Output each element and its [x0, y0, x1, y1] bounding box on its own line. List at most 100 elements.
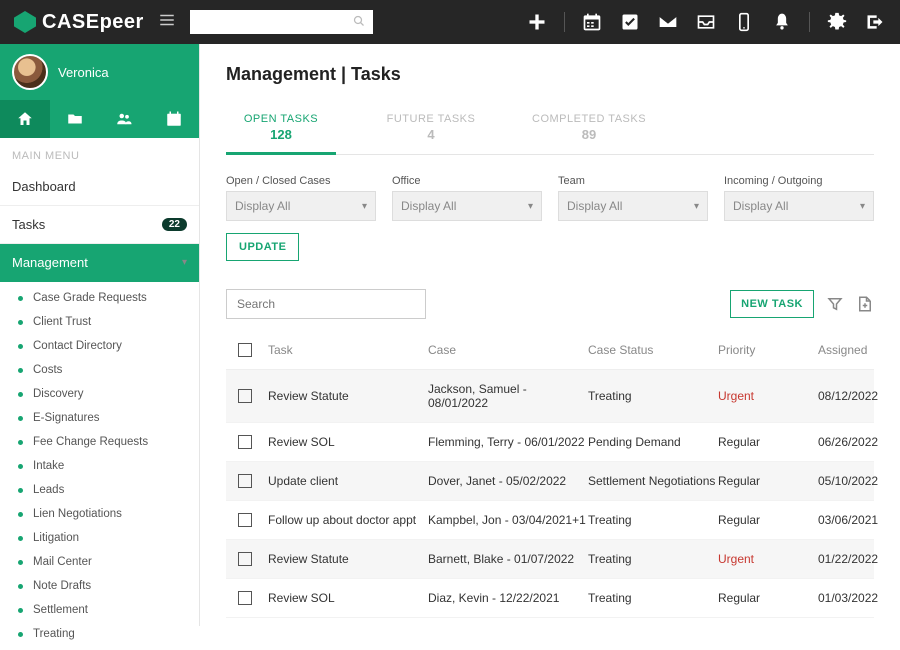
bullet-icon: [18, 512, 23, 517]
calendar-quick-icon[interactable]: [149, 100, 199, 138]
bullet-icon: [18, 344, 23, 349]
bell-icon[interactable]: [771, 11, 793, 33]
submenu-item[interactable]: Costs: [0, 358, 199, 382]
col-case: Case: [428, 343, 588, 357]
filter-group: OfficeDisplay All▾: [392, 175, 542, 221]
management-submenu: Case Grade Requests Client Trust Contact D…: [0, 282, 199, 650]
sidebar-quick-nav: [0, 100, 199, 138]
cell-case: Flemming, Terry - 06/01/2022: [428, 435, 588, 449]
global-search[interactable]: [190, 10, 373, 34]
table-row[interactable]: Review SOLFlemming, Terry - 06/01/2022Pe…: [226, 423, 874, 462]
tab-count: 128: [232, 127, 330, 142]
submenu-item[interactable]: Mail Center: [0, 550, 199, 574]
cell-priority: Urgent: [718, 552, 818, 566]
cell-case: Diaz, Kevin - 12/22/2021: [428, 591, 588, 605]
table-row[interactable]: Follow up about doctor apptKampbel, Jon …: [226, 501, 874, 540]
row-checkbox[interactable]: [238, 552, 252, 566]
submenu-item[interactable]: Settlement: [0, 598, 199, 622]
calendar-icon[interactable]: [581, 11, 603, 33]
list-search-input[interactable]: [237, 297, 415, 311]
filter-value: Display All: [733, 199, 788, 213]
submenu-label: Lien Negotiations: [33, 508, 122, 520]
submenu-item[interactable]: Litigation: [0, 526, 199, 550]
submenu-label: Settlement: [33, 604, 88, 616]
filter-label: Open / Closed Cases: [226, 175, 376, 187]
cell-status: Pending Demand: [588, 435, 718, 449]
cell-case: Jackson, Samuel - 08/01/2022: [428, 382, 588, 410]
gear-icon[interactable]: [826, 11, 848, 33]
filter-group: TeamDisplay All▾: [558, 175, 708, 221]
menu-tasks[interactable]: Tasks 22: [0, 206, 199, 244]
submenu-label: Costs: [33, 364, 62, 376]
tab[interactable]: FUTURE TASKS4: [376, 109, 486, 154]
submenu-item[interactable]: Discovery: [0, 382, 199, 406]
submenu-item[interactable]: Case Grade Requests: [0, 286, 199, 310]
menu-section-label: MAIN MENU: [0, 138, 199, 168]
submenu-label: Litigation: [33, 532, 79, 544]
cell-assigned: 01/22/2022: [818, 552, 898, 566]
users-icon[interactable]: [100, 100, 150, 138]
filter-icon[interactable]: [826, 295, 844, 313]
mobile-icon[interactable]: [733, 11, 755, 33]
filter-select[interactable]: Display All▾: [724, 191, 874, 221]
filter-value: Display All: [235, 199, 290, 213]
user-block[interactable]: Veronica: [0, 44, 199, 100]
logout-icon[interactable]: [864, 11, 886, 33]
export-icon[interactable]: [856, 295, 874, 313]
select-all-checkbox[interactable]: [238, 343, 252, 357]
new-task-button[interactable]: NEW TASK: [730, 290, 814, 318]
filter-select[interactable]: Display All▾: [558, 191, 708, 221]
filter-select[interactable]: Display All▾: [226, 191, 376, 221]
table-row[interactable]: Update clientDover, Janet - 05/02/2022Se…: [226, 462, 874, 501]
chevron-down-icon: ▾: [694, 201, 699, 212]
update-button[interactable]: UPDATE: [226, 233, 299, 261]
col-assigned: Assigned: [818, 343, 898, 357]
table-row[interactable]: Review SOLDiaz, Kevin - 12/22/2021Treati…: [226, 579, 874, 618]
submenu-item[interactable]: Contact Directory: [0, 334, 199, 358]
menu-management[interactable]: Management ▾: [0, 244, 199, 282]
submenu-label: Client Trust: [33, 316, 91, 328]
list-search[interactable]: [226, 289, 426, 319]
cell-assigned: 01/03/2022: [818, 591, 898, 605]
task-tabs: OPEN TASKS128 FUTURE TASKS4 COMPLETED TASK…: [226, 109, 874, 155]
home-icon[interactable]: [0, 100, 50, 138]
row-checkbox[interactable]: [238, 513, 252, 527]
row-checkbox[interactable]: [238, 591, 252, 605]
user-name: Veronica: [58, 65, 109, 80]
row-checkbox[interactable]: [238, 389, 252, 403]
folder-icon[interactable]: [50, 100, 100, 138]
row-checkbox[interactable]: [238, 435, 252, 449]
tab[interactable]: COMPLETED TASKS89: [526, 109, 652, 154]
submenu-item[interactable]: Leads: [0, 478, 199, 502]
tab[interactable]: OPEN TASKS128: [226, 109, 336, 155]
menu-dashboard[interactable]: Dashboard: [0, 168, 199, 206]
submenu-item[interactable]: Fee Change Requests: [0, 430, 199, 454]
cell-task: Review Statute: [268, 389, 428, 403]
cell-priority: Regular: [718, 474, 818, 488]
submenu-item[interactable]: E-Signatures: [0, 406, 199, 430]
menu-toggle-icon[interactable]: [158, 11, 176, 34]
bullet-icon: [18, 608, 23, 613]
table-row[interactable]: Review StatuteJackson, Samuel - 08/01/20…: [226, 370, 874, 423]
submenu-item[interactable]: Intake: [0, 454, 199, 478]
filter-select[interactable]: Display All▾: [392, 191, 542, 221]
submenu-item[interactable]: Client Trust: [0, 310, 199, 334]
cell-status: Treating: [588, 389, 718, 403]
submenu-label: Leads: [33, 484, 64, 496]
submenu-label: Intake: [33, 460, 64, 472]
submenu-item[interactable]: Note Drafts: [0, 574, 199, 598]
checkbox-icon[interactable]: [619, 11, 641, 33]
cell-priority: Regular: [718, 591, 818, 605]
row-checkbox[interactable]: [238, 474, 252, 488]
mail-icon[interactable]: [657, 11, 679, 33]
submenu-item[interactable]: Lien Negotiations: [0, 502, 199, 526]
bullet-icon: [18, 320, 23, 325]
bullet-icon: [18, 584, 23, 589]
table-row[interactable]: Review StatuteBarnett, Blake - 01/07/202…: [226, 540, 874, 579]
inbox-icon[interactable]: [695, 11, 717, 33]
global-search-input[interactable]: [198, 15, 353, 29]
col-task: Task: [268, 343, 428, 357]
add-icon[interactable]: [526, 11, 548, 33]
tab-count: 4: [382, 127, 480, 142]
brand[interactable]: CASEpeer: [14, 11, 144, 34]
